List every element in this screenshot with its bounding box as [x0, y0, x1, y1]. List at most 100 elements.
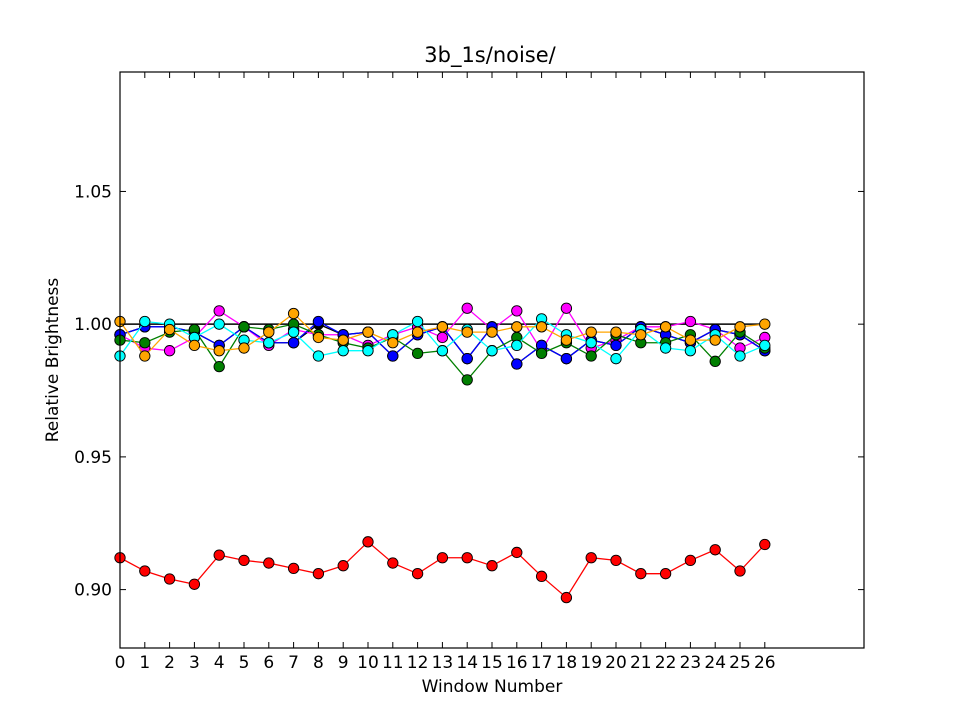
series-orange [114, 307, 771, 362]
data-point-red-3 [188, 578, 201, 590]
data-point-orange-22 [659, 321, 672, 333]
data-point-blue-18 [560, 353, 573, 365]
chart-title: 3b_1s/noise/ [424, 43, 556, 68]
data-point-orange-15 [486, 326, 498, 338]
data-point-cyan-23 [684, 345, 697, 357]
y-tick-label: 0.90 [74, 581, 112, 601]
data-point-green-24 [709, 355, 721, 367]
data-point-orange-18 [560, 334, 573, 346]
data-point-red-22 [659, 568, 672, 580]
data-point-red-13 [436, 552, 449, 564]
data-point-orange-7 [287, 307, 300, 320]
y-axis-label: Relative Brightness [43, 278, 63, 443]
data-point-magenta-4 [213, 305, 225, 317]
data-point-red-21 [635, 568, 647, 580]
x-tick-label: 22 [655, 653, 677, 673]
data-point-orange-17 [535, 321, 548, 333]
data-point-green-17 [535, 347, 548, 360]
data-point-red-23 [684, 554, 697, 567]
data-point-magenta-13 [436, 331, 449, 344]
x-tick-label: 0 [115, 653, 126, 673]
data-point-cyan-6 [263, 337, 275, 349]
data-point-red-1 [139, 565, 151, 577]
data-point-blue-14 [461, 353, 473, 365]
data-point-orange-2 [163, 323, 176, 336]
data-point-cyan-4 [213, 318, 225, 330]
x-tick-label: 16 [506, 653, 528, 673]
plot-area [114, 71, 865, 649]
x-tick-label: 19 [580, 653, 602, 673]
data-point-green-14 [461, 374, 473, 386]
data-point-orange-1 [139, 350, 151, 362]
x-tick-label: 3 [189, 653, 200, 673]
x-tick-label: 13 [432, 653, 454, 673]
data-point-orange-12 [411, 326, 424, 338]
data-point-red-11 [387, 557, 399, 569]
x-tick-label: 6 [263, 653, 274, 673]
data-point-red-17 [535, 570, 548, 582]
data-point-red-12 [411, 568, 424, 580]
x-tick-label: 24 [704, 653, 726, 673]
data-point-orange-11 [387, 337, 399, 349]
y-tick-label: 0.95 [74, 448, 112, 468]
data-point-orange-9 [337, 334, 349, 346]
x-tick-label: 4 [214, 653, 225, 673]
data-point-orange-20 [610, 326, 622, 338]
data-point-orange-23 [684, 334, 697, 346]
data-point-orange-19 [585, 326, 597, 338]
x-tick-label: 21 [630, 653, 652, 673]
data-point-orange-5 [238, 342, 250, 354]
data-point-red-7 [287, 562, 300, 575]
data-point-orange-16 [511, 321, 523, 333]
data-point-orange-6 [263, 326, 275, 338]
x-tick-label: 2 [164, 653, 175, 673]
x-tick-label: 26 [754, 653, 776, 673]
x-tick-label: 1 [139, 653, 150, 673]
data-point-cyan-10 [362, 345, 374, 357]
data-point-cyan-19 [585, 337, 597, 349]
data-point-cyan-1 [139, 315, 151, 328]
data-point-red-24 [709, 544, 721, 556]
x-tick-label: 7 [288, 653, 299, 673]
data-point-orange-26 [759, 318, 771, 330]
x-tick-label: 20 [605, 653, 627, 673]
data-point-blue-8 [312, 315, 325, 328]
data-point-orange-13 [436, 321, 449, 333]
data-point-cyan-15 [486, 345, 498, 357]
x-tick-label: 5 [239, 653, 250, 673]
x-axis-label: Window Number [422, 677, 563, 697]
data-point-cyan-16 [511, 339, 523, 352]
y-tick-label: 1.00 [74, 315, 112, 335]
data-point-red-9 [337, 560, 349, 572]
data-point-red-6 [263, 557, 275, 569]
data-point-cyan-25 [734, 350, 746, 362]
data-point-blue-20 [610, 339, 622, 352]
data-point-orange-10 [362, 326, 374, 338]
data-point-red-25 [734, 565, 746, 577]
series-cyan [114, 313, 771, 365]
data-point-red-19 [585, 552, 597, 564]
data-point-cyan-26 [759, 339, 771, 352]
y-tick-label: 1.05 [74, 182, 112, 202]
x-tick-label: 17 [531, 653, 553, 673]
data-point-green-1 [139, 337, 151, 349]
data-point-red-5 [238, 554, 250, 567]
x-tick-label: 11 [382, 653, 404, 673]
x-tick-label: 15 [481, 653, 503, 673]
x-tick-label: 8 [313, 653, 324, 673]
data-point-cyan-7 [287, 326, 300, 338]
data-point-magenta-23 [684, 315, 697, 328]
data-point-red-10 [362, 536, 374, 548]
data-point-red-16 [511, 546, 523, 559]
x-tick-label: 23 [680, 653, 702, 673]
data-point-red-26 [759, 538, 771, 551]
x-tick-label: 25 [729, 653, 751, 673]
x-tick-label: 9 [338, 653, 349, 673]
data-point-magenta-14 [461, 302, 473, 314]
data-point-green-5 [238, 321, 250, 333]
data-point-cyan-20 [610, 353, 622, 365]
x-tick-label: 10 [357, 653, 379, 673]
x-tick-label: 14 [456, 653, 478, 673]
data-point-orange-24 [709, 334, 721, 346]
data-point-orange-4 [213, 345, 225, 357]
